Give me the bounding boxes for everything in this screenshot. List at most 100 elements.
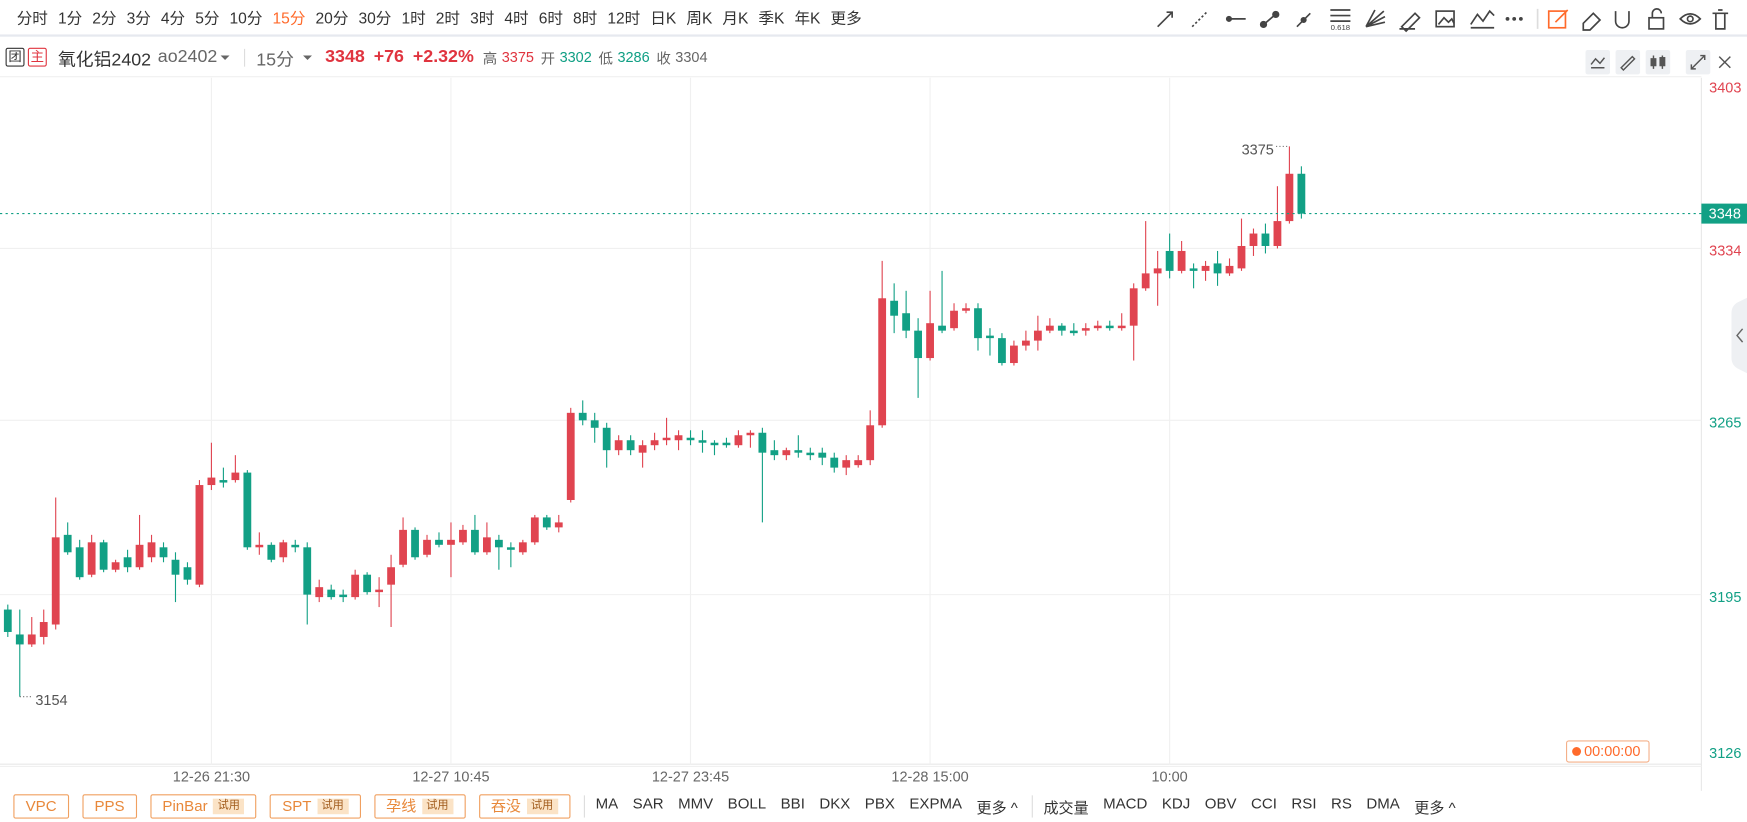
sub-indicator[interactable]: MACD — [1103, 795, 1148, 812]
badge[interactable]: 团 — [5, 47, 25, 67]
candle-body — [854, 460, 863, 466]
side-collapse-tab[interactable] — [1731, 297, 1747, 374]
period-option[interactable]: 2时 — [435, 8, 461, 27]
period-option[interactable]: 分时 — [16, 8, 48, 27]
y-tick-label: 3126 — [1709, 746, 1741, 762]
period-option[interactable]: 更多 — [830, 8, 862, 27]
sub-indicator[interactable]: 成交量 — [1043, 799, 1089, 817]
badge[interactable]: 主 — [27, 47, 47, 67]
edit-tool[interactable] — [1547, 9, 1569, 29]
candle-body — [1057, 325, 1066, 331]
magnet-tool[interactable] — [1614, 11, 1630, 29]
period-option[interactable]: 4分 — [160, 8, 186, 27]
pen-tool[interactable] — [1296, 12, 1311, 28]
candle-body — [638, 445, 647, 453]
main-indicator[interactable]: DKX — [819, 795, 851, 812]
period-option[interactable]: 周K — [686, 8, 713, 27]
main-indicator[interactable]: SAR — [632, 795, 664, 812]
visibility-tool[interactable] — [1679, 13, 1702, 25]
candle-body — [1225, 265, 1234, 274]
pattern-button[interactable]: 孕线 试用 — [373, 794, 466, 819]
draw-btn[interactable] — [1615, 49, 1641, 75]
wave-tool[interactable] — [1470, 9, 1495, 29]
period-option[interactable]: 4时 — [504, 8, 529, 27]
sub-indicator[interactable]: 更多 ^ — [1414, 799, 1456, 817]
period-option[interactable]: 12时 — [607, 8, 641, 27]
delete-tool[interactable] — [1712, 9, 1729, 30]
candle-body — [626, 440, 635, 451]
period-option[interactable]: 3时 — [470, 8, 495, 27]
fib-tool[interactable]: 0.618 — [1330, 9, 1351, 32]
main-indicator[interactable]: BOLL — [727, 795, 767, 812]
candle-body — [1201, 265, 1210, 271]
period-option[interactable]: 1时 — [401, 8, 426, 27]
trial-tag: 试用 — [317, 798, 349, 815]
pattern-button[interactable]: PinBar 试用 — [150, 794, 257, 819]
candle-body — [950, 310, 958, 329]
sub-indicator[interactable]: RSI — [1291, 795, 1317, 812]
candle-btn[interactable] — [1645, 49, 1671, 75]
candle-body — [1165, 250, 1174, 271]
last-price-tag — [1701, 203, 1747, 224]
sub-indicator[interactable]: DMA — [1366, 795, 1400, 812]
period-option[interactable]: 1分 — [57, 8, 83, 27]
period-option[interactable]: 15分 — [272, 8, 306, 27]
segment-tool[interactable] — [1259, 10, 1280, 29]
trial-tag: 试用 — [421, 798, 454, 815]
candle-body — [1093, 325, 1102, 329]
main-indicator[interactable]: PBX — [864, 795, 895, 812]
period-option[interactable]: 5分 — [195, 8, 220, 27]
main-indicator[interactable]: EXPMA — [909, 795, 963, 812]
pattern-button[interactable]: PPS — [82, 794, 137, 819]
fib-label: 0.618 — [1331, 23, 1350, 32]
indicator-btn[interactable] — [1585, 49, 1611, 75]
symbol-code[interactable]: ao2402 — [157, 47, 218, 67]
pattern-button[interactable]: VPC — [13, 794, 69, 819]
last-price-label: 3348 — [1709, 207, 1741, 223]
candle-body — [998, 338, 1006, 364]
period-option[interactable]: 20分 — [315, 8, 349, 27]
candle-body — [423, 539, 431, 555]
period-option[interactable]: 年K — [794, 8, 821, 27]
main-indicator[interactable]: MMV — [678, 795, 714, 812]
main-indicator[interactable]: MA — [595, 795, 619, 812]
pattern-button[interactable]: 吞没 试用 — [478, 794, 571, 819]
collapse-arrow — [1736, 328, 1744, 343]
clock-icon — [1572, 747, 1582, 756]
brush-tool[interactable] — [1399, 12, 1421, 33]
more-tools[interactable] — [1505, 16, 1523, 21]
sub-indicator[interactable]: CCI — [1251, 795, 1277, 812]
candle-body — [506, 547, 515, 550]
image-tool[interactable] — [1435, 10, 1455, 28]
period[interactable]: 15分 — [256, 50, 294, 70]
horizontal-line-tool[interactable] — [1225, 15, 1246, 22]
candle-body — [770, 450, 779, 456]
main-indicator[interactable]: BBI — [780, 795, 805, 812]
period-option[interactable]: 季K — [758, 8, 785, 27]
period-option[interactable]: 6时 — [538, 8, 563, 27]
candle-body — [63, 534, 72, 553]
candle-body — [530, 517, 539, 543]
trend-line-tool[interactable] — [1157, 11, 1173, 28]
period-option[interactable]: 日K — [650, 8, 677, 27]
period-option[interactable]: 3分 — [126, 8, 151, 27]
eraser-tool[interactable] — [1582, 12, 1602, 31]
fan-tool[interactable] — [1365, 9, 1386, 28]
lock-tool[interactable] — [1648, 8, 1665, 30]
sub-indicator[interactable]: OBV — [1204, 795, 1237, 812]
sub-indicator[interactable]: KDJ — [1161, 795, 1191, 812]
main-indicator[interactable]: 更多 ^ — [976, 799, 1018, 817]
pattern-button[interactable]: SPT 试用 — [269, 794, 361, 819]
period-option[interactable]: 10分 — [229, 8, 263, 27]
candle-body — [890, 300, 899, 316]
period-option[interactable]: 8时 — [573, 8, 598, 27]
period-option[interactable]: 30分 — [358, 8, 392, 27]
sub-indicator[interactable]: RS — [1330, 795, 1352, 812]
close-btn[interactable] — [1718, 56, 1731, 69]
high-label: 高 — [482, 49, 498, 67]
period-option[interactable]: 月K — [722, 8, 749, 27]
ray-tool[interactable] — [1191, 10, 1209, 28]
candle-body — [1069, 330, 1078, 334]
period-option[interactable]: 2分 — [92, 8, 117, 27]
